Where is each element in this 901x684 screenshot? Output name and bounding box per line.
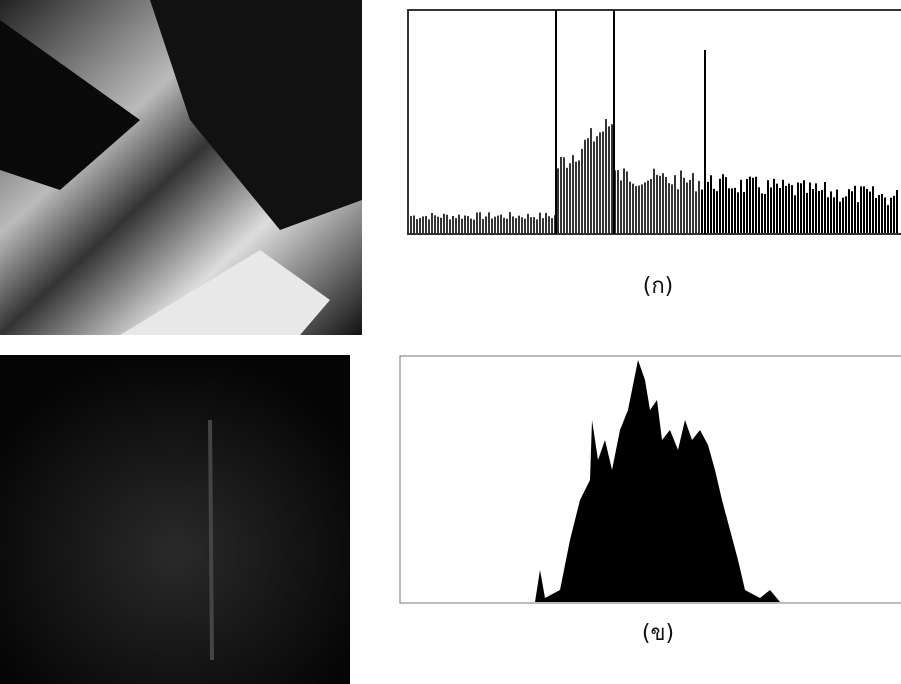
document-page: (ก) (ข) [0,0,901,684]
figure: (ก) (ข) [0,0,901,684]
photo-detail [210,420,212,660]
caption: (ก) [643,274,674,299]
photo-dark [0,355,350,684]
caption: (ข) [642,621,674,646]
